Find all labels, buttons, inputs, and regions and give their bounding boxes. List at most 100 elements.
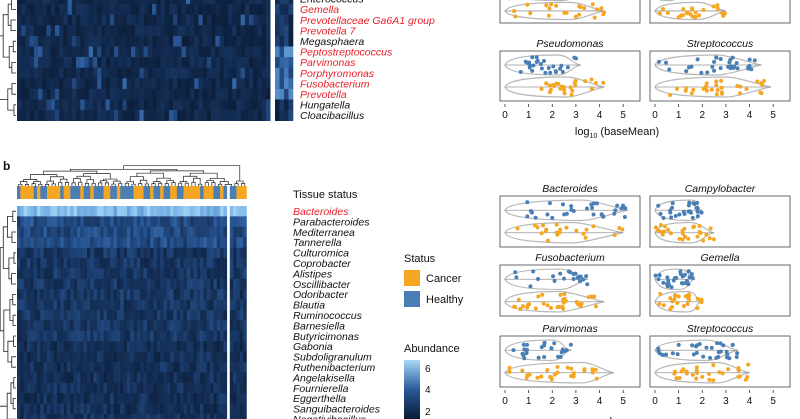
heatmap-cell [233,362,237,373]
heatmap-cell [176,206,181,217]
heatmap-cell [118,88,123,100]
heatmap-cell [190,414,194,419]
healthy-point [724,350,729,355]
heatmap-cell [206,289,211,300]
heatmap-cell [29,25,35,37]
healthy-point [686,282,691,287]
heatmap-cell [59,4,64,15]
heatmap-cell [120,258,124,269]
heatmap-cell [29,110,35,121]
cancer-point [512,304,517,309]
heatmap-cell [33,341,38,352]
tissue-status-cell [170,186,174,199]
heatmap-cell [156,35,161,47]
genus-label: Culturomica [293,248,349,260]
healthy-point [527,65,532,70]
heatmap-cell [73,341,78,352]
genus-label: Barnesiella [293,320,345,332]
heatmap-cell [193,330,198,342]
heatmap-cell [20,393,24,404]
heatmap-cell [120,341,124,352]
heatmap-cell [26,278,31,290]
heatmap-cell [236,372,241,384]
heatmap-cell [114,57,119,68]
heatmap-cell [26,403,31,415]
heatmap-cell [133,382,138,394]
heatmap-cell [86,372,91,384]
heatmap-cell [177,0,182,5]
heatmap-cell [156,341,161,352]
heatmap-cell [130,14,136,26]
heatmap-cell [140,206,144,217]
heatmap-cell [243,372,247,384]
heatmap-cell [21,46,26,58]
heatmap-cell [43,216,48,228]
heatmap-cell [147,67,153,79]
heatmap-cell [261,78,267,90]
healthy-point [560,202,565,207]
heatmap-cell [220,226,224,238]
cancer-point [540,292,545,297]
heatmap-cell [17,320,21,332]
heatmap-cell [180,247,184,259]
healthy-point [518,70,523,75]
cancer-point [679,13,684,18]
heatmap-cell [80,372,84,384]
tissue-status-cell [40,186,44,199]
heatmap-cell [126,393,131,404]
axis-tick-label: 2 [549,110,555,121]
dendrogram-branch [6,392,16,419]
heatmap-cell [126,110,132,121]
heatmap-cell [223,78,229,90]
cancer-point [701,86,706,91]
heatmap-cell [96,362,101,373]
genus-label: Gemella [300,4,339,16]
heatmap-cell [284,78,289,90]
heatmap-cell [200,299,204,311]
heatmap-cell [90,382,94,394]
heatmap-cell [80,299,84,311]
violin-title: Streptococcus [687,38,754,50]
heatmap-cell [211,99,216,111]
heatmap-cell [46,372,51,384]
heatmap-cell [183,226,188,238]
heatmap-cell [100,268,104,280]
healthy-point [710,64,715,69]
axis-tick-label: 5 [620,396,626,407]
healthy-point [687,275,692,280]
heatmap-cell [21,99,26,111]
heatmap-cell [196,330,201,342]
heatmap-cell [97,57,102,68]
heatmap-cell [275,0,280,5]
heatmap-cell [54,99,60,111]
healthy-point [735,66,740,71]
heatmap-cell [120,382,124,394]
heatmap-cell [30,216,34,228]
heatmap-cell [88,35,94,47]
heatmap-cell [63,278,68,290]
dendrogram-branch [12,210,16,222]
heatmap-cell [100,414,104,419]
dendrogram-branch [18,184,23,186]
healthy-point [530,55,535,60]
heatmap-cell [170,268,174,280]
heatmap-cell [80,362,84,373]
heatmap-cell [200,278,204,290]
heatmap-cell [160,278,164,290]
heatmap-cell [156,14,161,26]
heatmap-cell [70,414,74,419]
heatmap-cell [36,278,41,290]
healthy-point [735,351,740,356]
heatmap-cell [76,216,81,228]
heatmap-cell [164,78,170,90]
heatmap-cell [63,99,68,111]
panel-a-genus-labels: EnterococcusGemellaPrevotellaceae Ga6A1 … [300,0,435,122]
heatmap-cell [42,110,47,121]
heatmap-cell [219,110,225,121]
dendrogram-branch [164,183,169,186]
cancer-point [569,92,574,97]
heatmap-cell [198,88,203,100]
healthy-point [524,351,529,356]
heatmap-cell [228,78,233,90]
heatmap-cell [103,289,108,300]
